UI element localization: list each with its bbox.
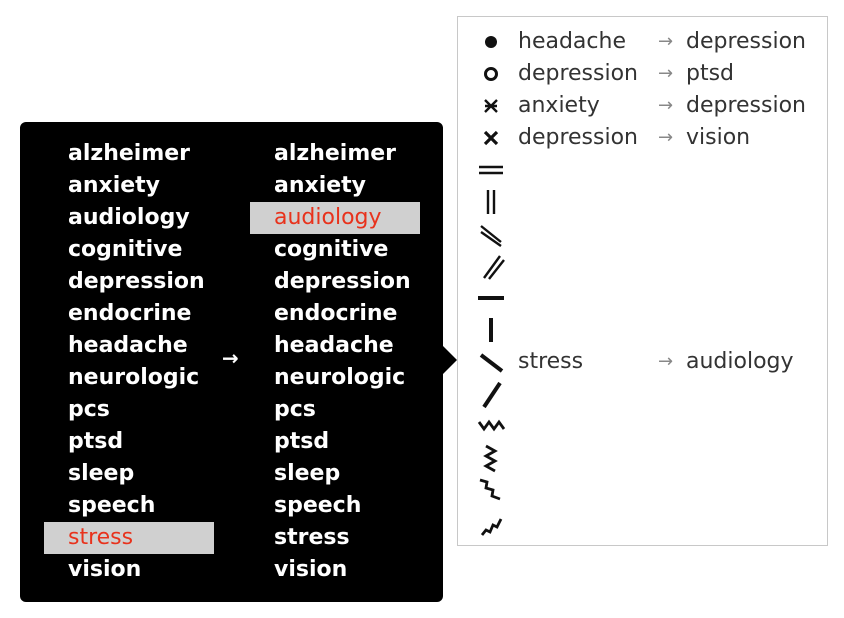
double-cross-icon <box>474 90 508 122</box>
slash-bar-icon <box>474 378 508 410</box>
cross-icon <box>474 122 508 154</box>
legend-row: depression → vision <box>458 122 827 154</box>
target-item-sleep[interactable]: sleep <box>274 461 341 486</box>
legend-row <box>458 154 827 186</box>
legend-to-label: ptsd <box>686 61 735 86</box>
legend-row: stress → audiology <box>458 346 827 378</box>
double-slash-icon <box>474 250 508 282</box>
legend-row: anxiety → depression <box>458 90 827 122</box>
target-item-stress[interactable]: stress <box>274 525 350 550</box>
source-item-alzheimer[interactable]: alzheimer <box>68 141 191 166</box>
source-item-stress[interactable]: stress <box>44 522 214 554</box>
source-item-headache[interactable]: headache <box>68 333 188 358</box>
target-category-list: alzheimer anxiety audiology cognitive depres… <box>250 138 420 586</box>
legend-row <box>458 314 827 346</box>
source-item-vision[interactable]: vision <box>68 557 142 582</box>
source-item-neurologic[interactable]: neurologic <box>68 365 200 390</box>
legend-row <box>458 186 827 218</box>
source-item-ptsd[interactable]: ptsd <box>68 429 124 454</box>
legend-row <box>458 474 827 506</box>
target-item-endocrine[interactable]: endocrine <box>274 301 398 326</box>
legend-row <box>458 378 827 410</box>
target-item-pcs[interactable]: pcs <box>274 397 316 422</box>
source-item-endocrine[interactable]: endocrine <box>68 301 192 326</box>
symbol-legend: headache → depression depression → ptsd anxiet… <box>457 16 828 546</box>
target-item-anxiety[interactable]: anxiety <box>274 173 367 198</box>
legend-from-label: stress <box>518 349 584 374</box>
legend-from-label: depression <box>518 61 639 86</box>
legend-row: headache → depression <box>458 26 827 58</box>
target-item-alzheimer[interactable]: alzheimer <box>274 141 397 166</box>
filled-circle-icon <box>474 26 508 58</box>
target-item-cognitive[interactable]: cognitive <box>274 237 389 262</box>
source-item-sleep[interactable]: sleep <box>68 461 135 486</box>
double-horizontal-line-icon <box>474 154 508 186</box>
backslash-bar-icon <box>474 346 508 378</box>
legend-row <box>458 442 827 474</box>
legend-row <box>458 506 827 538</box>
legend-row: depression → ptsd <box>458 58 827 90</box>
source-item-audiology[interactable]: audiology <box>68 205 190 230</box>
source-item-cognitive[interactable]: cognitive <box>68 237 183 262</box>
target-item-vision[interactable]: vision <box>274 557 348 582</box>
source-item-pcs[interactable]: pcs <box>68 397 110 422</box>
category-selector-panel: alzheimer anxiety audiology cognitive depres… <box>20 122 443 602</box>
target-item-ptsd[interactable]: ptsd <box>274 429 330 454</box>
zigzag-horizontal-icon <box>474 410 508 442</box>
target-item-audiology[interactable]: audiology <box>250 202 420 234</box>
legend-from-label: depression <box>518 125 639 150</box>
mapping-arrow-icon: → <box>222 346 239 370</box>
legend-to-label: audiology <box>686 349 794 374</box>
target-item-speech[interactable]: speech <box>274 493 362 518</box>
arrow-right-icon: → <box>658 95 674 116</box>
zigzag-backslash-icon <box>474 474 508 506</box>
legend-to-label: vision <box>686 125 751 150</box>
legend-from-label: headache <box>518 29 626 54</box>
source-item-speech[interactable]: speech <box>68 493 156 518</box>
legend-to-label: depression <box>686 93 807 118</box>
double-vertical-line-icon <box>474 186 508 218</box>
target-item-headache[interactable]: headache <box>274 333 394 358</box>
target-item-depression[interactable]: depression <box>274 269 411 294</box>
horizontal-bar-icon <box>474 282 508 314</box>
legend-to-label: depression <box>686 29 807 54</box>
arrow-right-icon: → <box>658 127 674 148</box>
panel-pointer <box>443 346 457 374</box>
legend-from-label: anxiety <box>518 93 600 118</box>
zigzag-slash-icon <box>474 506 508 538</box>
source-item-depression[interactable]: depression <box>68 269 205 294</box>
zigzag-vertical-icon <box>474 442 508 474</box>
legend-row <box>458 282 827 314</box>
target-item-neurologic[interactable]: neurologic <box>274 365 406 390</box>
arrow-right-icon: → <box>658 31 674 52</box>
legend-row <box>458 250 827 282</box>
arrow-right-icon: → <box>658 63 674 84</box>
source-item-anxiety[interactable]: anxiety <box>68 173 161 198</box>
open-circle-icon <box>474 58 508 90</box>
double-backslash-icon <box>474 218 508 250</box>
legend-row <box>458 410 827 442</box>
legend-row <box>458 218 827 250</box>
arrow-right-icon: → <box>658 351 674 372</box>
vertical-bar-icon <box>474 314 508 346</box>
source-category-list: alzheimer anxiety audiology cognitive depres… <box>44 138 214 586</box>
